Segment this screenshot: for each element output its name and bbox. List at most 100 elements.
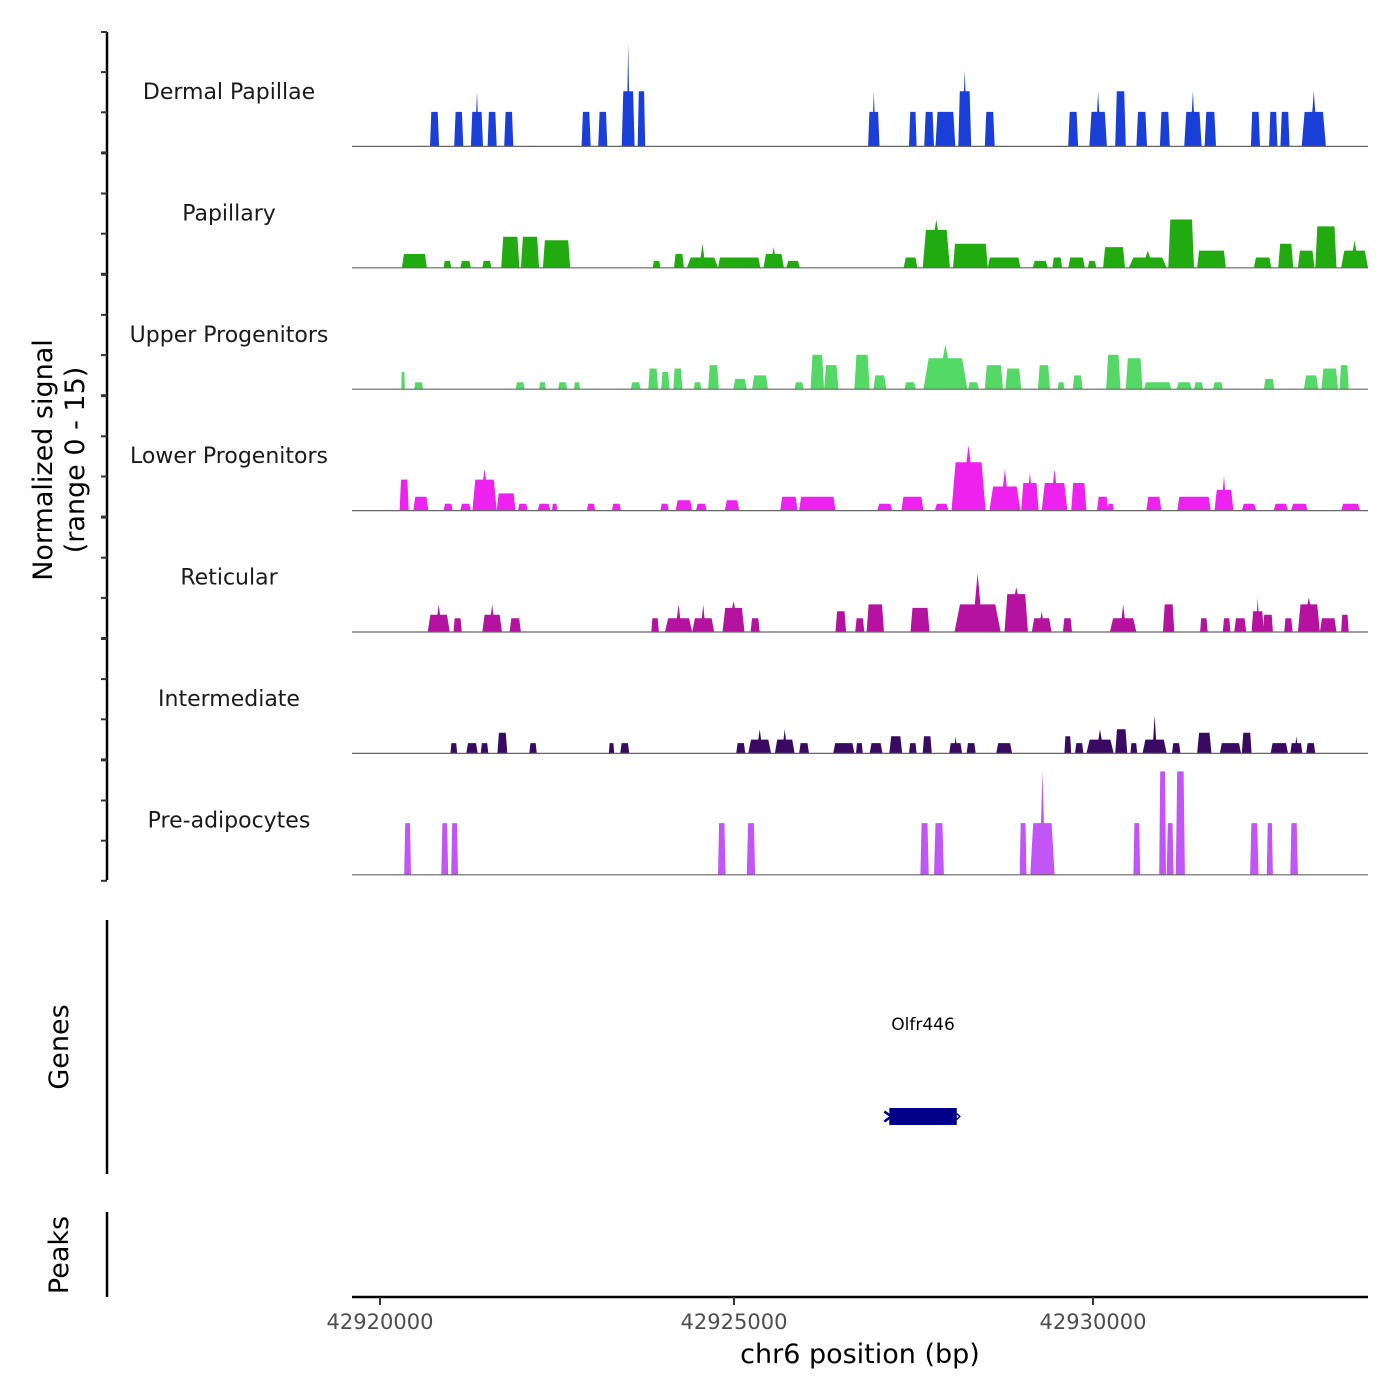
signal-peak bbox=[413, 496, 429, 511]
signal-peak bbox=[924, 111, 934, 147]
signal-peak bbox=[934, 503, 949, 511]
signal-peak bbox=[1068, 257, 1085, 268]
signal-peak bbox=[954, 573, 1001, 632]
signal-peak bbox=[903, 257, 918, 268]
signal-peak bbox=[1197, 250, 1226, 268]
genes-track: Olfr446 bbox=[883, 1015, 961, 1125]
signal-peak bbox=[1021, 472, 1039, 511]
signal-peak bbox=[854, 354, 870, 390]
signal-peak bbox=[1159, 111, 1170, 147]
signal-peak bbox=[552, 503, 558, 511]
signal-peak bbox=[746, 823, 756, 875]
signal-peak bbox=[637, 91, 646, 147]
signal-peak bbox=[856, 743, 863, 754]
signal-peak bbox=[441, 823, 449, 875]
signal-peak bbox=[1146, 496, 1162, 511]
signal-peak bbox=[1019, 823, 1027, 875]
track-label: Reticular bbox=[180, 566, 278, 591]
signal-peak bbox=[443, 260, 452, 268]
signal-peak bbox=[673, 368, 683, 390]
signal-peak bbox=[1339, 365, 1349, 390]
signal-peak bbox=[1290, 823, 1298, 875]
signal-peak bbox=[1086, 729, 1114, 754]
signal-peak bbox=[542, 240, 571, 268]
signal-peak bbox=[1037, 365, 1050, 390]
signal-peak bbox=[1032, 260, 1048, 268]
signal-peak bbox=[1128, 250, 1167, 268]
signal-peak bbox=[1168, 219, 1194, 268]
signal-peak bbox=[460, 503, 471, 511]
signal-peak bbox=[686, 243, 718, 268]
signal-peak bbox=[427, 604, 450, 632]
signal-peak bbox=[1089, 91, 1107, 147]
signal-peak bbox=[1130, 743, 1138, 754]
signal-peak bbox=[1290, 736, 1303, 754]
signal-peak bbox=[1315, 226, 1337, 268]
signal-peak bbox=[1263, 614, 1273, 632]
track-papillary: Papillary bbox=[182, 201, 1368, 269]
signal-peak bbox=[1144, 382, 1172, 390]
signal-peak bbox=[1062, 618, 1072, 632]
signal-peak bbox=[520, 236, 540, 268]
signal-y-ticks bbox=[101, 31, 107, 882]
signal-peak bbox=[1270, 743, 1288, 754]
signal-peak bbox=[1142, 715, 1167, 754]
gene-label: Olfr446 bbox=[891, 1015, 955, 1035]
signal-peak bbox=[1234, 618, 1247, 632]
y-axis-title-line-1: Normalized signal bbox=[28, 339, 59, 581]
signal-peak bbox=[1341, 614, 1349, 632]
signal-peak bbox=[504, 111, 514, 147]
signal-peak bbox=[470, 91, 483, 147]
signal-peak bbox=[1030, 771, 1055, 875]
signal-peak bbox=[833, 743, 855, 754]
signal-peak bbox=[989, 469, 1021, 511]
signal-peak bbox=[664, 604, 693, 632]
signal-peak bbox=[399, 479, 409, 511]
signal-tracks: Dermal Papillae Papillary Upper Progenitor… bbox=[130, 43, 1368, 876]
signal-peak bbox=[951, 445, 986, 511]
signal-peak bbox=[586, 503, 596, 511]
signal-peak bbox=[620, 743, 630, 754]
signal-peak bbox=[539, 382, 546, 390]
signal-peak bbox=[675, 500, 693, 511]
signal-peak bbox=[780, 496, 798, 511]
signal-peak bbox=[722, 601, 745, 632]
signal-peak bbox=[909, 111, 917, 147]
signal-peak bbox=[472, 469, 497, 511]
track-dermal-papillae: Dermal Papillae bbox=[143, 43, 1368, 147]
signal-peak bbox=[748, 729, 772, 754]
signal-peak bbox=[1278, 243, 1294, 268]
signal-peak bbox=[1115, 729, 1128, 754]
signal-peak bbox=[934, 823, 944, 875]
signal-peak bbox=[401, 372, 405, 390]
signal-peak bbox=[1297, 250, 1315, 268]
signal-peak bbox=[718, 823, 726, 875]
signal-peak bbox=[1341, 240, 1368, 268]
signal-peak bbox=[1204, 111, 1216, 147]
signal-peak bbox=[1269, 111, 1278, 147]
signal-peak bbox=[460, 260, 471, 268]
signal-peak bbox=[1200, 618, 1208, 632]
signal-peak bbox=[451, 823, 458, 875]
signal-peak bbox=[786, 260, 800, 268]
signal-peak bbox=[537, 503, 551, 511]
genes-panel-label: Genes bbox=[44, 1004, 75, 1089]
signal-peak bbox=[1280, 111, 1290, 147]
signal-peak bbox=[835, 611, 847, 632]
signal-peak bbox=[1214, 476, 1234, 511]
track-label: Papillary bbox=[182, 201, 276, 226]
signal-peak bbox=[799, 743, 809, 754]
track-label: Dermal Papillae bbox=[143, 80, 315, 105]
signal-peak bbox=[693, 382, 702, 390]
signal-peak bbox=[1321, 368, 1338, 390]
signal-peak bbox=[529, 743, 537, 754]
signal-peak bbox=[799, 496, 836, 511]
track-label: Pre-adipocytes bbox=[148, 808, 311, 833]
signal-peak bbox=[466, 743, 478, 754]
signal-peak bbox=[581, 111, 591, 147]
signal-peak bbox=[736, 743, 746, 754]
x-tick-label: 42930000 bbox=[1040, 1310, 1147, 1334]
signal-peak bbox=[794, 382, 804, 390]
track-label: Upper Progenitors bbox=[130, 323, 329, 348]
y-axis-title-line-2: (range 0 - 15) bbox=[60, 367, 91, 554]
